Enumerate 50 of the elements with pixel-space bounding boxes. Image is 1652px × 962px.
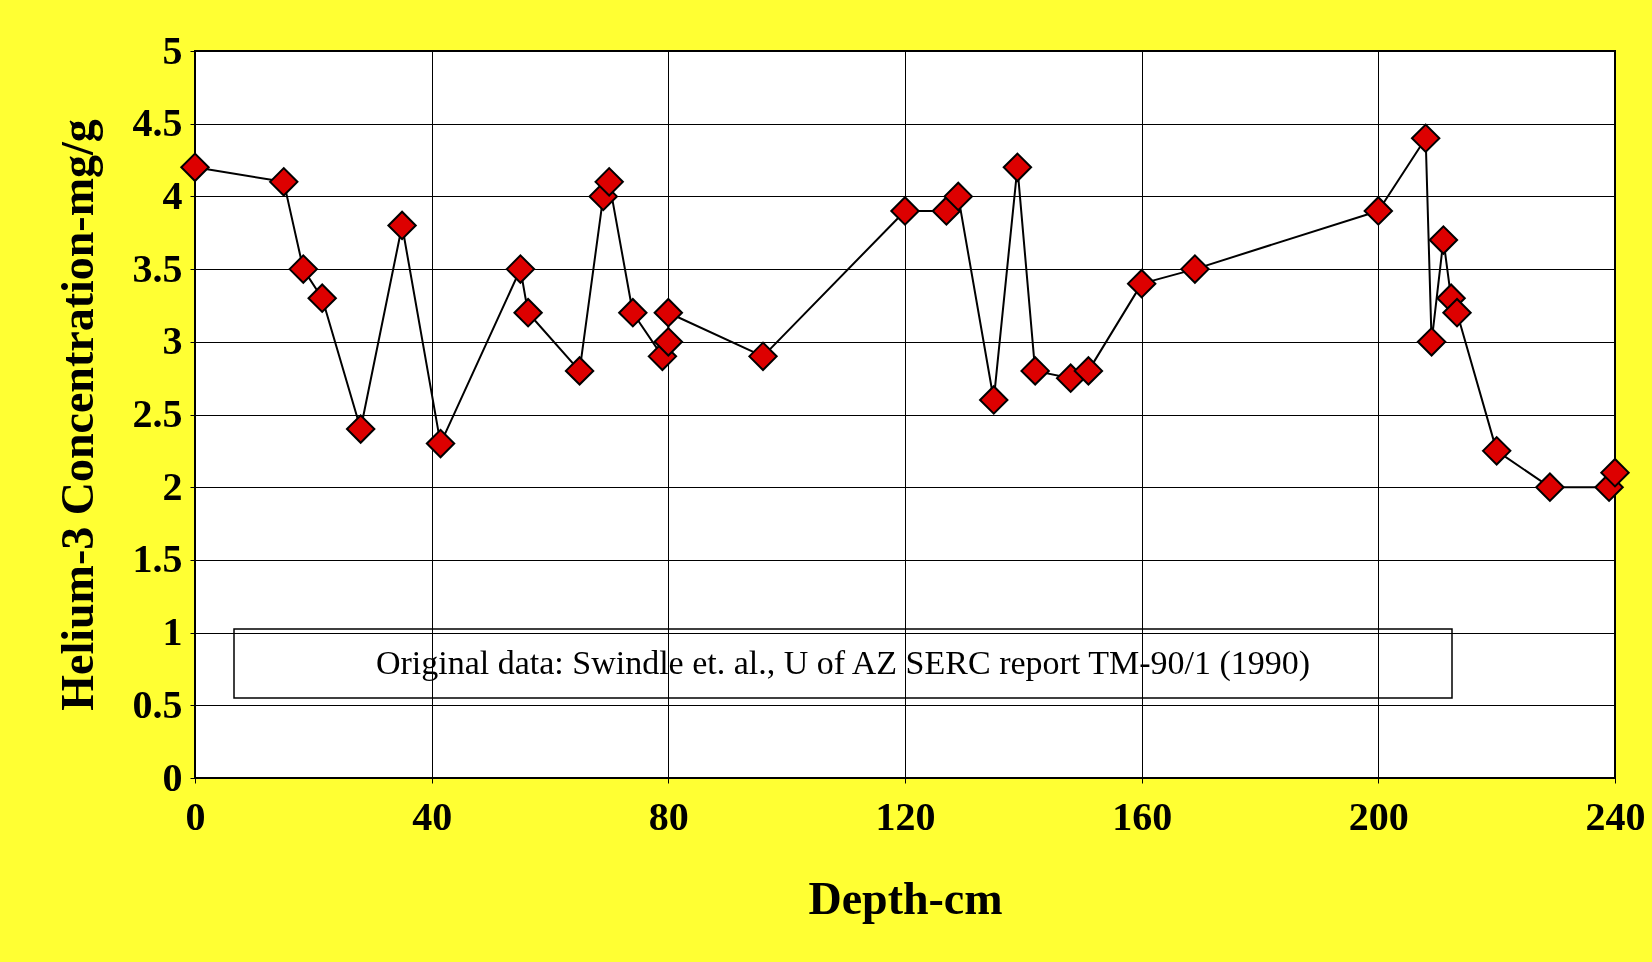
point	[653, 327, 684, 357]
point	[1481, 436, 1512, 466]
y-tick-label: 3.5	[132, 245, 183, 291]
point	[307, 283, 337, 313]
point	[618, 298, 648, 328]
x-tick-label: 160	[1112, 793, 1173, 839]
point	[1410, 123, 1441, 153]
point	[979, 385, 1009, 415]
y-tick-label: 4.5	[132, 100, 183, 146]
x-tick-label: 80	[648, 793, 689, 839]
y-tick-label: 4	[162, 172, 183, 218]
y-tick-label: 2.5	[132, 391, 183, 436]
point	[748, 341, 778, 372]
point	[513, 298, 543, 328]
y-tick-label: 1.5	[132, 536, 183, 582]
point	[505, 254, 536, 284]
point	[288, 254, 318, 284]
y-tick-label: 5	[162, 27, 183, 73]
y-tick-label: 0.5	[132, 681, 183, 727]
point	[1535, 472, 1565, 502]
point	[890, 196, 920, 226]
point	[1020, 356, 1050, 386]
point	[1126, 268, 1157, 299]
point	[269, 167, 299, 197]
point	[564, 356, 595, 386]
point	[594, 167, 624, 197]
point	[1363, 196, 1394, 226]
point	[387, 210, 417, 241]
y-tick-label: 2	[162, 463, 183, 509]
point	[345, 414, 376, 444]
y-tick-label: 3	[162, 318, 183, 364]
point	[943, 181, 973, 212]
point	[1416, 327, 1447, 357]
point	[1002, 152, 1033, 183]
point	[653, 298, 684, 328]
point	[1600, 457, 1630, 488]
point	[1428, 225, 1459, 255]
point	[1442, 298, 1472, 328]
y-axis-title: Helium-3 Concentration-mg/g	[51, 119, 103, 711]
point	[425, 428, 456, 459]
x-tick-label: 120	[875, 793, 936, 839]
x-tick-label: 40	[412, 793, 453, 839]
y-tick-label: 0	[162, 754, 183, 800]
point	[180, 152, 210, 183]
x-tick-label: 240	[1585, 793, 1646, 839]
point	[1073, 356, 1104, 386]
x-axis-title: Depth-cm	[808, 872, 1003, 924]
y-tick-label: 1	[162, 609, 183, 655]
x-tick-label: 200	[1348, 793, 1409, 839]
point	[1180, 254, 1210, 284]
